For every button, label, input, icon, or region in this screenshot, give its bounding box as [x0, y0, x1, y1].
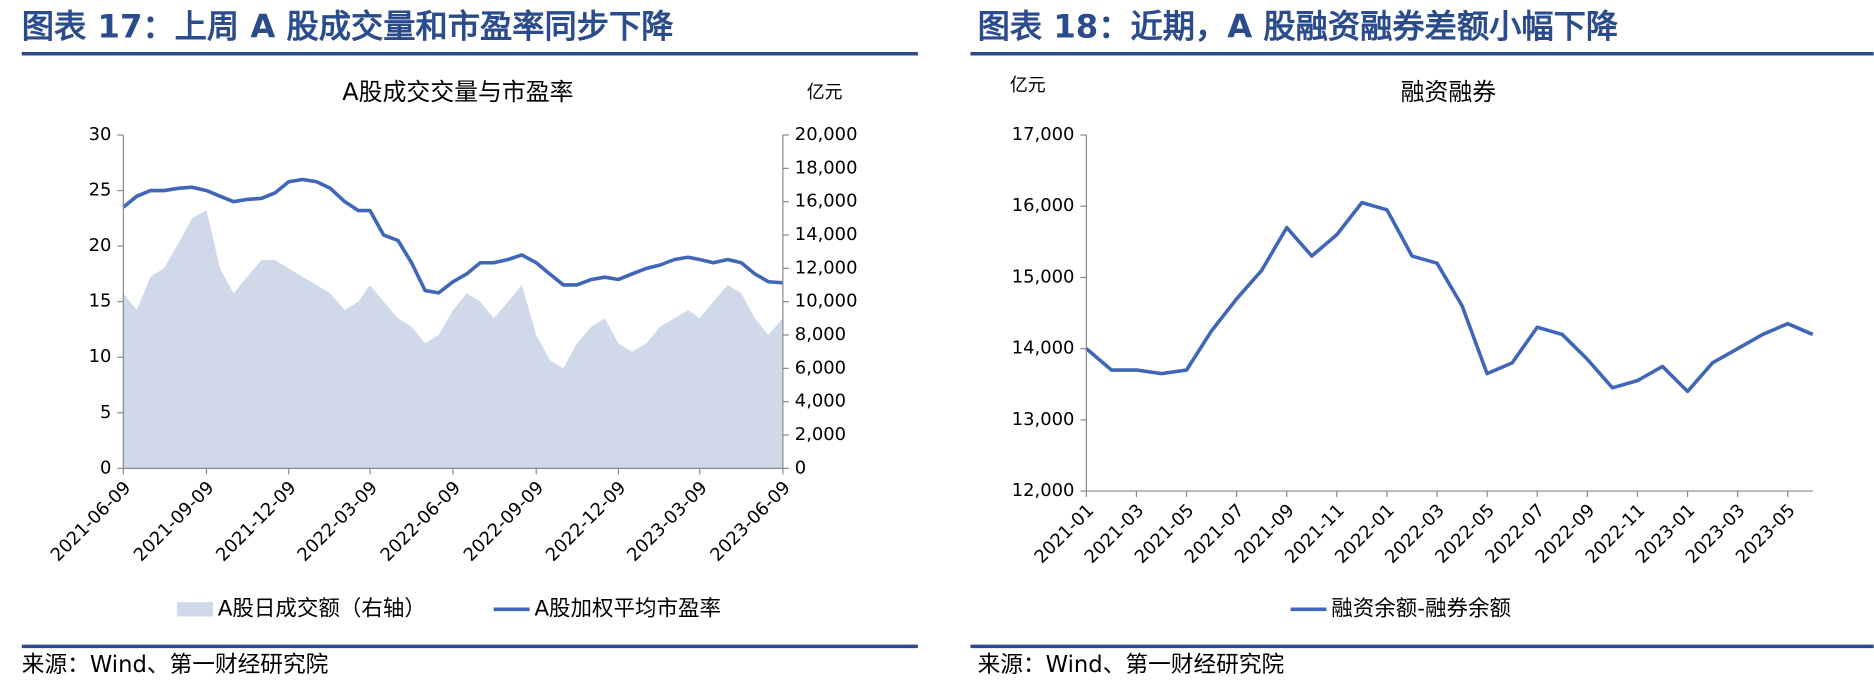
x-tick-label: 2023-03-09 [623, 477, 711, 565]
y2-tick-label: 4,000 [795, 391, 846, 412]
y2-tick-label: 16,000 [795, 191, 858, 212]
y2-tick-label: 10,000 [795, 291, 858, 312]
x-tick-label: 2021-12-09 [212, 477, 300, 565]
y-tick-label: 12,000 [1012, 480, 1075, 501]
y2-tick-label: 0 [795, 457, 806, 478]
source: 来源：Wind、第一财经研究院 [22, 652, 329, 678]
legend-label: 融资余额-融券余额 [1331, 596, 1511, 621]
x-tick-label: 2021-09-09 [130, 477, 218, 565]
y2-tick-label: 6,000 [795, 357, 846, 378]
line [122, 177, 784, 295]
legend-label: A股加权平均市盈率 [534, 596, 721, 621]
x-tick-label: 2022-06-09 [377, 477, 465, 565]
y-tick-label: 10 [89, 346, 112, 367]
y-tick-label: 16,000 [1012, 195, 1075, 216]
y2-tick-label: 2,000 [795, 424, 846, 445]
y-tick-label: 14,000 [1012, 338, 1075, 359]
y-tick-label: 5 [100, 402, 111, 423]
x-tick-label: 2022-09-09 [460, 477, 548, 565]
y-tick-label: 15 [89, 291, 112, 312]
figure-title: 图表 18：近期，A 股融资融券差额小幅下降 [978, 8, 1619, 46]
legend-swatch [177, 602, 213, 617]
y-tick-label: 13,000 [1012, 409, 1075, 430]
y2-tick-label: 20,000 [795, 124, 858, 145]
source: 来源：Wind、第一财经研究院 [978, 652, 1285, 678]
axis-unit: 亿元 [807, 82, 843, 103]
y-tick-label: 17,000 [1012, 124, 1075, 145]
x-tick-label: 2023-06-09 [706, 477, 794, 565]
y2-tick-label: 12,000 [795, 257, 858, 278]
y-tick-label: 30 [89, 124, 112, 145]
y-tick-label: 20 [89, 235, 112, 256]
y-tick-label: 25 [89, 180, 112, 201]
area [123, 210, 783, 469]
y-tick-label: 0 [100, 457, 111, 478]
x-tick-label: 2022-12-09 [542, 477, 630, 565]
x-tick-label: 2021-06-09 [47, 477, 135, 565]
axis-unit: 亿元 [1010, 75, 1046, 96]
y2-tick-label: 8,000 [795, 324, 846, 345]
y2-tick-label: 14,000 [795, 224, 858, 245]
chart-title: A股成交交量与市盈率 [342, 78, 573, 106]
y-tick-label: 15,000 [1012, 266, 1075, 287]
line [1085, 200, 1814, 394]
legend-label: A股日成交额（右轴） [218, 596, 426, 621]
chart-title: 融资融券 [1401, 78, 1497, 106]
figure-title: 图表 17：上周 A 股成交量和市盈率同步下降 [22, 8, 675, 46]
x-tick-label: 2022-03-09 [293, 477, 381, 565]
y2-tick-label: 18,000 [795, 157, 858, 178]
